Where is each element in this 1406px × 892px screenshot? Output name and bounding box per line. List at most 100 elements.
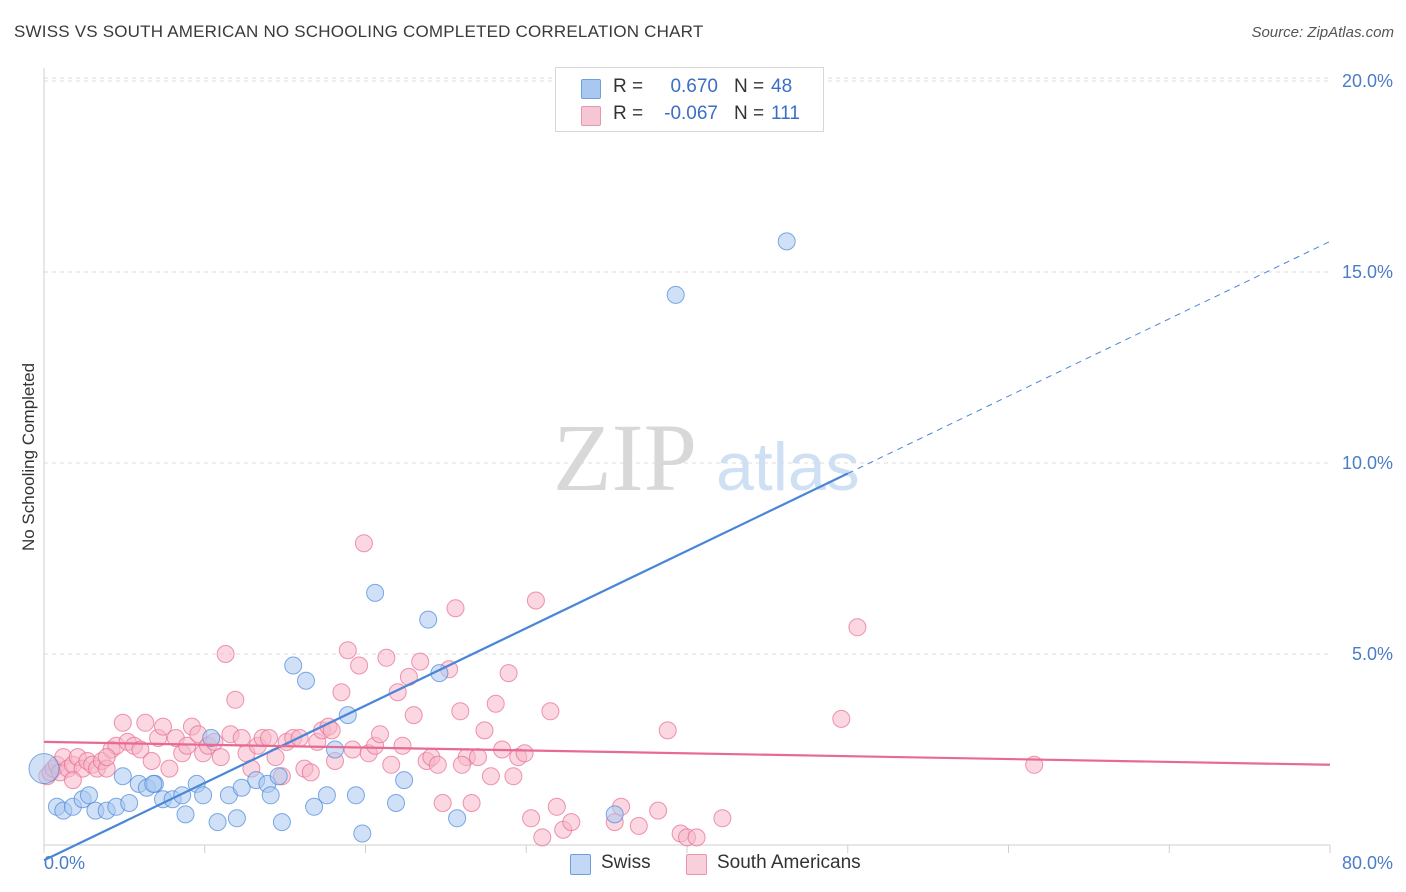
swiss-point <box>269 767 288 786</box>
n-label: N = <box>734 76 765 97</box>
south-americans-point <box>350 656 369 675</box>
south-americans-point <box>332 683 351 702</box>
swiss-trend-line-extension <box>847 240 1331 474</box>
swiss-point <box>208 813 227 832</box>
south-americans-point <box>343 740 362 759</box>
south-americans-point <box>522 809 541 828</box>
watermark-zip: ZIP <box>553 404 697 511</box>
south-americans-point <box>113 713 132 732</box>
swiss-point <box>297 671 315 690</box>
watermark-atlas: atlas <box>716 429 860 505</box>
tick-labels: 5.0% 10.0% 15.0% 20.0% 0.0% 80.0% <box>44 71 1393 873</box>
y-tick-label: 20.0% <box>1342 71 1393 91</box>
n-value: 111 <box>771 103 800 124</box>
y-tick-label: 15.0% <box>1342 262 1393 282</box>
south-americans-point <box>629 816 648 835</box>
swiss-point <box>272 813 291 832</box>
south-americans-point <box>832 709 851 728</box>
swiss-point <box>419 610 438 629</box>
r-value: 0.670 <box>670 76 718 97</box>
swiss-point <box>326 740 344 759</box>
swiss-point <box>176 805 195 824</box>
swiss-point <box>261 786 280 805</box>
swiss-point <box>113 767 132 786</box>
south-americans-point <box>338 641 357 660</box>
legend-label: Swiss <box>601 852 651 873</box>
swiss-point <box>80 786 98 805</box>
swiss-trend-line <box>43 472 849 862</box>
swiss-point <box>173 786 192 805</box>
south-americans-point <box>515 744 534 763</box>
watermark: ZIP atlas <box>553 404 860 511</box>
south-americans-point <box>541 702 560 721</box>
south-americans-point <box>377 648 396 667</box>
south-americans-point <box>848 618 867 637</box>
swiss-point <box>232 778 251 797</box>
south-americans-point <box>226 690 245 709</box>
south-americans-point <box>211 748 230 767</box>
south-americans-point <box>462 794 481 812</box>
swiss-point <box>387 794 405 812</box>
chart-title: SWISS VS SOUTH AMERICAN NO SCHOOLING COM… <box>14 22 704 41</box>
south-americans-point <box>562 813 581 832</box>
south-americans-point <box>178 736 197 755</box>
south-americans-point <box>433 794 452 812</box>
grid-lines <box>44 77 1330 655</box>
r-value: -0.067 <box>664 103 718 124</box>
south-americans-trend-line <box>43 740 1331 766</box>
x-tick-label: 80.0% <box>1342 853 1393 873</box>
south-americans-point <box>393 736 412 755</box>
correlation-legend: R = 0.670 N = 48 R = -0.067 N = 111 <box>555 67 824 132</box>
south-americans-point <box>469 748 487 767</box>
swiss-point <box>777 232 796 251</box>
legend-item-south-americans[interactable]: South Americans <box>686 851 886 877</box>
legend-item-swiss[interactable]: Swiss <box>570 851 680 877</box>
south-americans-point <box>404 706 423 725</box>
south-americans-point <box>154 717 172 736</box>
south-americans-point <box>411 652 430 671</box>
south-americans-point <box>260 729 278 747</box>
r-label: R = <box>613 76 644 97</box>
south-americans-point <box>301 763 320 782</box>
swiss-swatch <box>570 854 591 875</box>
r-label: R = <box>613 103 644 124</box>
swiss-point <box>227 809 246 828</box>
swiss-point <box>28 753 60 785</box>
south-americans-point <box>533 828 552 847</box>
south-americans-point <box>486 694 505 713</box>
legend-row-south-americans: R = -0.067 N = 111 <box>556 100 823 128</box>
south-americans-point <box>131 740 150 759</box>
swiss-point <box>605 805 624 824</box>
south-americans-point <box>687 828 706 847</box>
south-americans-point <box>481 767 500 786</box>
swiss-point <box>366 583 385 602</box>
n-label: N = <box>734 103 765 124</box>
south-americans-point <box>371 725 389 744</box>
south-americans-swatch <box>581 106 601 126</box>
south-americans-point <box>475 721 494 740</box>
south-americans-point <box>658 721 677 740</box>
swiss-point <box>353 824 372 843</box>
swiss-point <box>194 786 213 805</box>
south-americans-point <box>504 767 523 786</box>
y-tick-label: 10.0% <box>1342 453 1393 473</box>
trend-lines <box>43 240 1331 862</box>
south-americans-point <box>446 599 465 618</box>
south-americans-point <box>452 755 471 774</box>
x-tick-label: 0.0% <box>44 853 85 873</box>
y-tick-label: 5.0% <box>1352 644 1393 664</box>
swiss-point <box>317 786 336 805</box>
n-value: 48 <box>771 76 793 97</box>
swiss-point <box>305 797 324 816</box>
swiss-swatch <box>581 79 601 99</box>
swiss-point <box>666 285 685 304</box>
south-americans-points <box>38 534 1044 847</box>
south-americans-point <box>136 713 155 732</box>
legend-row-swiss: R = 0.670 N = 48 <box>556 73 823 101</box>
y-axis-label: No Schooling Completed <box>19 363 38 551</box>
swiss-point <box>202 729 221 747</box>
swiss-point <box>144 774 163 793</box>
south-americans-point <box>354 534 373 553</box>
south-americans-swatch <box>686 854 707 875</box>
